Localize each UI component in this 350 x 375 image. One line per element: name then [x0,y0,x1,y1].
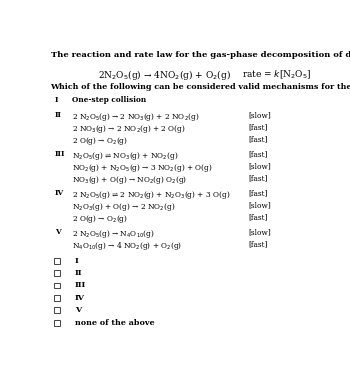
Text: I: I [55,96,59,104]
Text: 2 N$_2$O$_5$(g) → 2 NO$_3$(g) + 2 NO$_2$(g): 2 N$_2$O$_5$(g) → 2 NO$_3$(g) + 2 NO$_2$… [72,111,200,123]
Text: II: II [55,111,62,119]
Text: 2N$_2$O$_5$(g) → 4NO$_2$(g) + O$_2$(g): 2N$_2$O$_5$(g) → 4NO$_2$(g) + O$_2$(g) [98,68,231,82]
Text: [slow]: [slow] [248,111,271,119]
Text: NO$_3$(g) + O(g) → NO$_2$(g) O$_2$(g): NO$_3$(g) + O(g) → NO$_2$(g) O$_2$(g) [72,174,187,186]
Text: I: I [75,256,79,265]
Text: [fast]: [fast] [248,150,268,158]
Text: The reaction and rate law for the gas-phase decomposition of dinitrogen pentaoxi: The reaction and rate law for the gas-ph… [50,51,350,59]
Text: [fast]: [fast] [248,123,268,131]
Text: Which of the following can be considered valid mechanisms for the reaction?: Which of the following can be considered… [50,83,350,91]
Text: II: II [75,269,83,277]
Text: 2 O(g) → O$_2$(g): 2 O(g) → O$_2$(g) [72,213,128,225]
Bar [54,282,60,288]
Bar [54,308,60,313]
Text: One-step collision: One-step collision [72,96,147,104]
Text: [fast]: [fast] [248,240,268,248]
Text: 2 O(g) → O$_2$(g): 2 O(g) → O$_2$(g) [72,135,128,147]
Bar [54,295,60,301]
Text: [slow]: [slow] [248,201,271,209]
Text: 2 N$_2$O$_5$(g) ⇌ 2 NO$_2$(g) + N$_2$O$_3$(g) + 3 O(g): 2 N$_2$O$_5$(g) ⇌ 2 NO$_2$(g) + N$_2$O$_… [72,189,231,201]
Text: [fast]: [fast] [248,174,268,182]
Text: III: III [75,282,86,290]
Bar [54,270,60,276]
Text: III: III [55,150,66,158]
Text: [fast]: [fast] [248,213,268,221]
Text: V: V [75,306,81,314]
Text: 2 N$_2$O$_5$(g) → N$_4$O$_{10}$(g): 2 N$_2$O$_5$(g) → N$_4$O$_{10}$(g) [72,228,155,240]
Text: V: V [55,228,61,236]
Bar [54,320,60,326]
Text: N$_2$O$_3$(g) + O(g) → 2 NO$_2$(g): N$_2$O$_3$(g) + O(g) → 2 NO$_2$(g) [72,201,176,213]
Text: [fast]: [fast] [248,189,268,197]
Text: IV: IV [75,294,85,302]
Text: NO$_2$(g) + N$_2$O$_5$(g) → 3 NO$_2$(g) + O(g): NO$_2$(g) + N$_2$O$_5$(g) → 3 NO$_2$(g) … [72,162,213,174]
Text: [fast]: [fast] [248,135,268,143]
Text: rate = $k$[N$_2$O$_5$]: rate = $k$[N$_2$O$_5$] [242,68,311,81]
Bar [54,258,60,264]
Text: [slow]: [slow] [248,162,271,170]
Text: 2 NO$_3$(g) → 2 NO$_2$(g) + 2 O(g): 2 NO$_3$(g) → 2 NO$_2$(g) + 2 O(g) [72,123,186,135]
Text: N$_2$O$_5$(g) ⇌ NO$_3$(g) + NO$_2$(g): N$_2$O$_5$(g) ⇌ NO$_3$(g) + NO$_2$(g) [72,150,178,162]
Text: none of the above: none of the above [75,319,155,327]
Text: N$_4$O$_{10}$(g) → 4 NO$_2$(g) + O$_2$(g): N$_4$O$_{10}$(g) → 4 NO$_2$(g) + O$_2$(g… [72,240,182,252]
Text: [slow]: [slow] [248,228,271,236]
Text: IV: IV [55,189,64,197]
